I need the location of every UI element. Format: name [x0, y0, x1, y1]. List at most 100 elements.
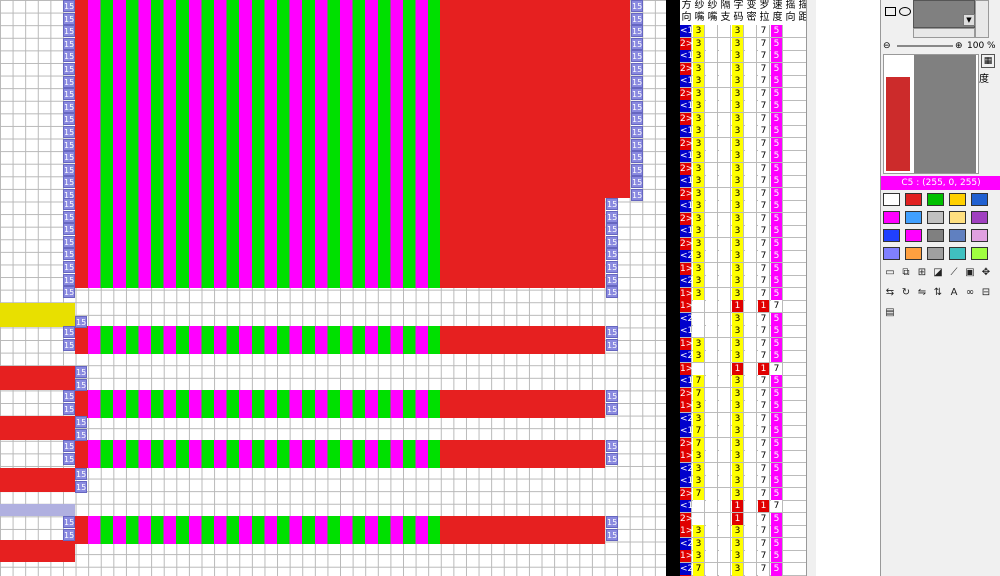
- param-cell[interactable]: [745, 150, 757, 162]
- param-cell[interactable]: [706, 112, 718, 125]
- param-cell[interactable]: 5: [771, 175, 783, 187]
- param-cell[interactable]: 5: [771, 275, 783, 287]
- param-cell[interactable]: 3: [732, 562, 744, 575]
- param-cell[interactable]: 7: [693, 487, 705, 500]
- align-tool-icon[interactable]: ⊟: [981, 287, 991, 298]
- param-cell[interactable]: 3: [732, 112, 744, 125]
- param-cell[interactable]: 3: [732, 62, 744, 75]
- param-cell[interactable]: 7: [758, 450, 770, 462]
- navigator-vscroll[interactable]: [975, 0, 989, 38]
- param-cell[interactable]: [745, 462, 757, 475]
- param-cell[interactable]: 1: [732, 300, 744, 312]
- color-swatch[interactable]: [927, 211, 944, 224]
- param-cell[interactable]: 3: [693, 62, 705, 75]
- param-cell[interactable]: 3: [732, 175, 744, 187]
- param-cell[interactable]: 5: [771, 387, 783, 400]
- color-swatch[interactable]: [905, 211, 922, 224]
- param-cell[interactable]: 7: [758, 487, 770, 500]
- param-cell[interactable]: [693, 300, 705, 312]
- param-cell[interactable]: 3: [693, 250, 705, 262]
- param-cell[interactable]: 2>: [680, 212, 694, 225]
- param-cell[interactable]: 5: [771, 75, 783, 87]
- color-swatch[interactable]: [949, 211, 966, 224]
- param-cell[interactable]: [706, 237, 718, 250]
- param-cell[interactable]: <2: [680, 462, 694, 475]
- param-cell[interactable]: 3: [732, 425, 744, 437]
- param-cell[interactable]: [693, 312, 705, 325]
- param-cell[interactable]: 3: [732, 87, 744, 100]
- param-cell[interactable]: [745, 37, 757, 50]
- param-cell[interactable]: 7: [758, 150, 770, 162]
- param-cell[interactable]: 7: [758, 225, 770, 237]
- param-cell[interactable]: 7: [758, 375, 770, 387]
- param-cell[interactable]: 3: [732, 400, 744, 412]
- param-cell[interactable]: [719, 475, 731, 487]
- param-cell[interactable]: 5: [771, 475, 783, 487]
- param-cell[interactable]: [745, 375, 757, 387]
- param-cell[interactable]: 3: [693, 262, 705, 275]
- param-cell[interactable]: 3: [693, 550, 705, 562]
- param-cell[interactable]: [745, 125, 757, 137]
- param-cell[interactable]: 1>: [680, 550, 694, 562]
- param-cell[interactable]: [745, 475, 757, 487]
- param-cell[interactable]: 7: [758, 400, 770, 412]
- param-cell[interactable]: [706, 375, 718, 387]
- param-cell[interactable]: 5: [771, 312, 783, 325]
- param-cell[interactable]: [745, 87, 757, 100]
- param-cell[interactable]: 7: [758, 350, 770, 362]
- param-cell[interactable]: [706, 275, 718, 287]
- param-cell[interactable]: [706, 100, 718, 112]
- param-cell[interactable]: [706, 162, 718, 175]
- param-cell[interactable]: 5: [771, 237, 783, 250]
- param-cell[interactable]: <1: [680, 125, 694, 137]
- param-cell[interactable]: 3: [732, 525, 744, 537]
- mirror-tool-icon[interactable]: ⇋: [917, 287, 927, 298]
- param-cell[interactable]: 5: [771, 512, 783, 525]
- param-cell[interactable]: [706, 550, 718, 562]
- param-row[interactable]: <2 3 3 7 5: [680, 275, 806, 288]
- param-cell[interactable]: 5: [771, 425, 783, 437]
- param-cell[interactable]: 5: [771, 537, 783, 550]
- param-cell[interactable]: <1: [680, 475, 694, 487]
- param-cell[interactable]: 3: [732, 225, 744, 237]
- param-cell[interactable]: [745, 400, 757, 412]
- param-cell[interactable]: [706, 462, 718, 475]
- param-row[interactable]: <1 3 3 7 5: [680, 100, 806, 113]
- param-cell[interactable]: 2>: [680, 387, 694, 400]
- param-cell[interactable]: [693, 500, 705, 512]
- param-cell[interactable]: 2>: [680, 187, 694, 200]
- param-cell[interactable]: 3: [732, 287, 744, 300]
- param-cell[interactable]: 5: [771, 550, 783, 562]
- param-cell[interactable]: 7: [758, 337, 770, 350]
- param-cell[interactable]: 5: [771, 437, 783, 450]
- param-cell[interactable]: 5: [771, 412, 783, 425]
- parameter-table[interactable]: 方向纱嘴纱嘴隔支字码变密罗拉速度摇向摇距 <1 3 3 7 5 2> 3 3 7 5 <1 3 3 7 5 2>…: [680, 0, 806, 576]
- param-cell[interactable]: [745, 412, 757, 425]
- param-row[interactable]: 1> 3 3 7 5: [680, 450, 806, 463]
- param-row[interactable]: 1> 3 3 7 5: [680, 525, 806, 538]
- param-cell[interactable]: 2>: [680, 112, 694, 125]
- param-cell[interactable]: 3: [732, 537, 744, 550]
- param-cell[interactable]: [719, 187, 731, 200]
- param-cell[interactable]: [719, 87, 731, 100]
- param-cell[interactable]: [719, 387, 731, 400]
- param-cell[interactable]: [706, 350, 718, 362]
- color-swatch[interactable]: [927, 247, 944, 260]
- param-row[interactable]: <1 3 3 7 5: [680, 200, 806, 213]
- param-cell[interactable]: [706, 312, 718, 325]
- param-cell[interactable]: [719, 325, 731, 337]
- param-row[interactable]: 1> 1 1 7: [680, 362, 806, 376]
- vertical-scrollbar[interactable]: [806, 0, 817, 576]
- param-cell[interactable]: [719, 25, 731, 37]
- param-cell[interactable]: 3: [693, 412, 705, 425]
- param-cell[interactable]: [719, 362, 731, 375]
- param-cell[interactable]: <1: [680, 425, 694, 437]
- param-cell[interactable]: [745, 525, 757, 537]
- param-cell[interactable]: [745, 262, 757, 275]
- param-cell[interactable]: [719, 75, 731, 87]
- param-cell[interactable]: 7: [758, 187, 770, 200]
- param-cell[interactable]: 3: [732, 487, 744, 500]
- rect-shape-icon[interactable]: [885, 7, 896, 16]
- param-cell[interactable]: 7: [693, 562, 705, 575]
- navigator-dropdown[interactable]: ▼: [963, 14, 975, 26]
